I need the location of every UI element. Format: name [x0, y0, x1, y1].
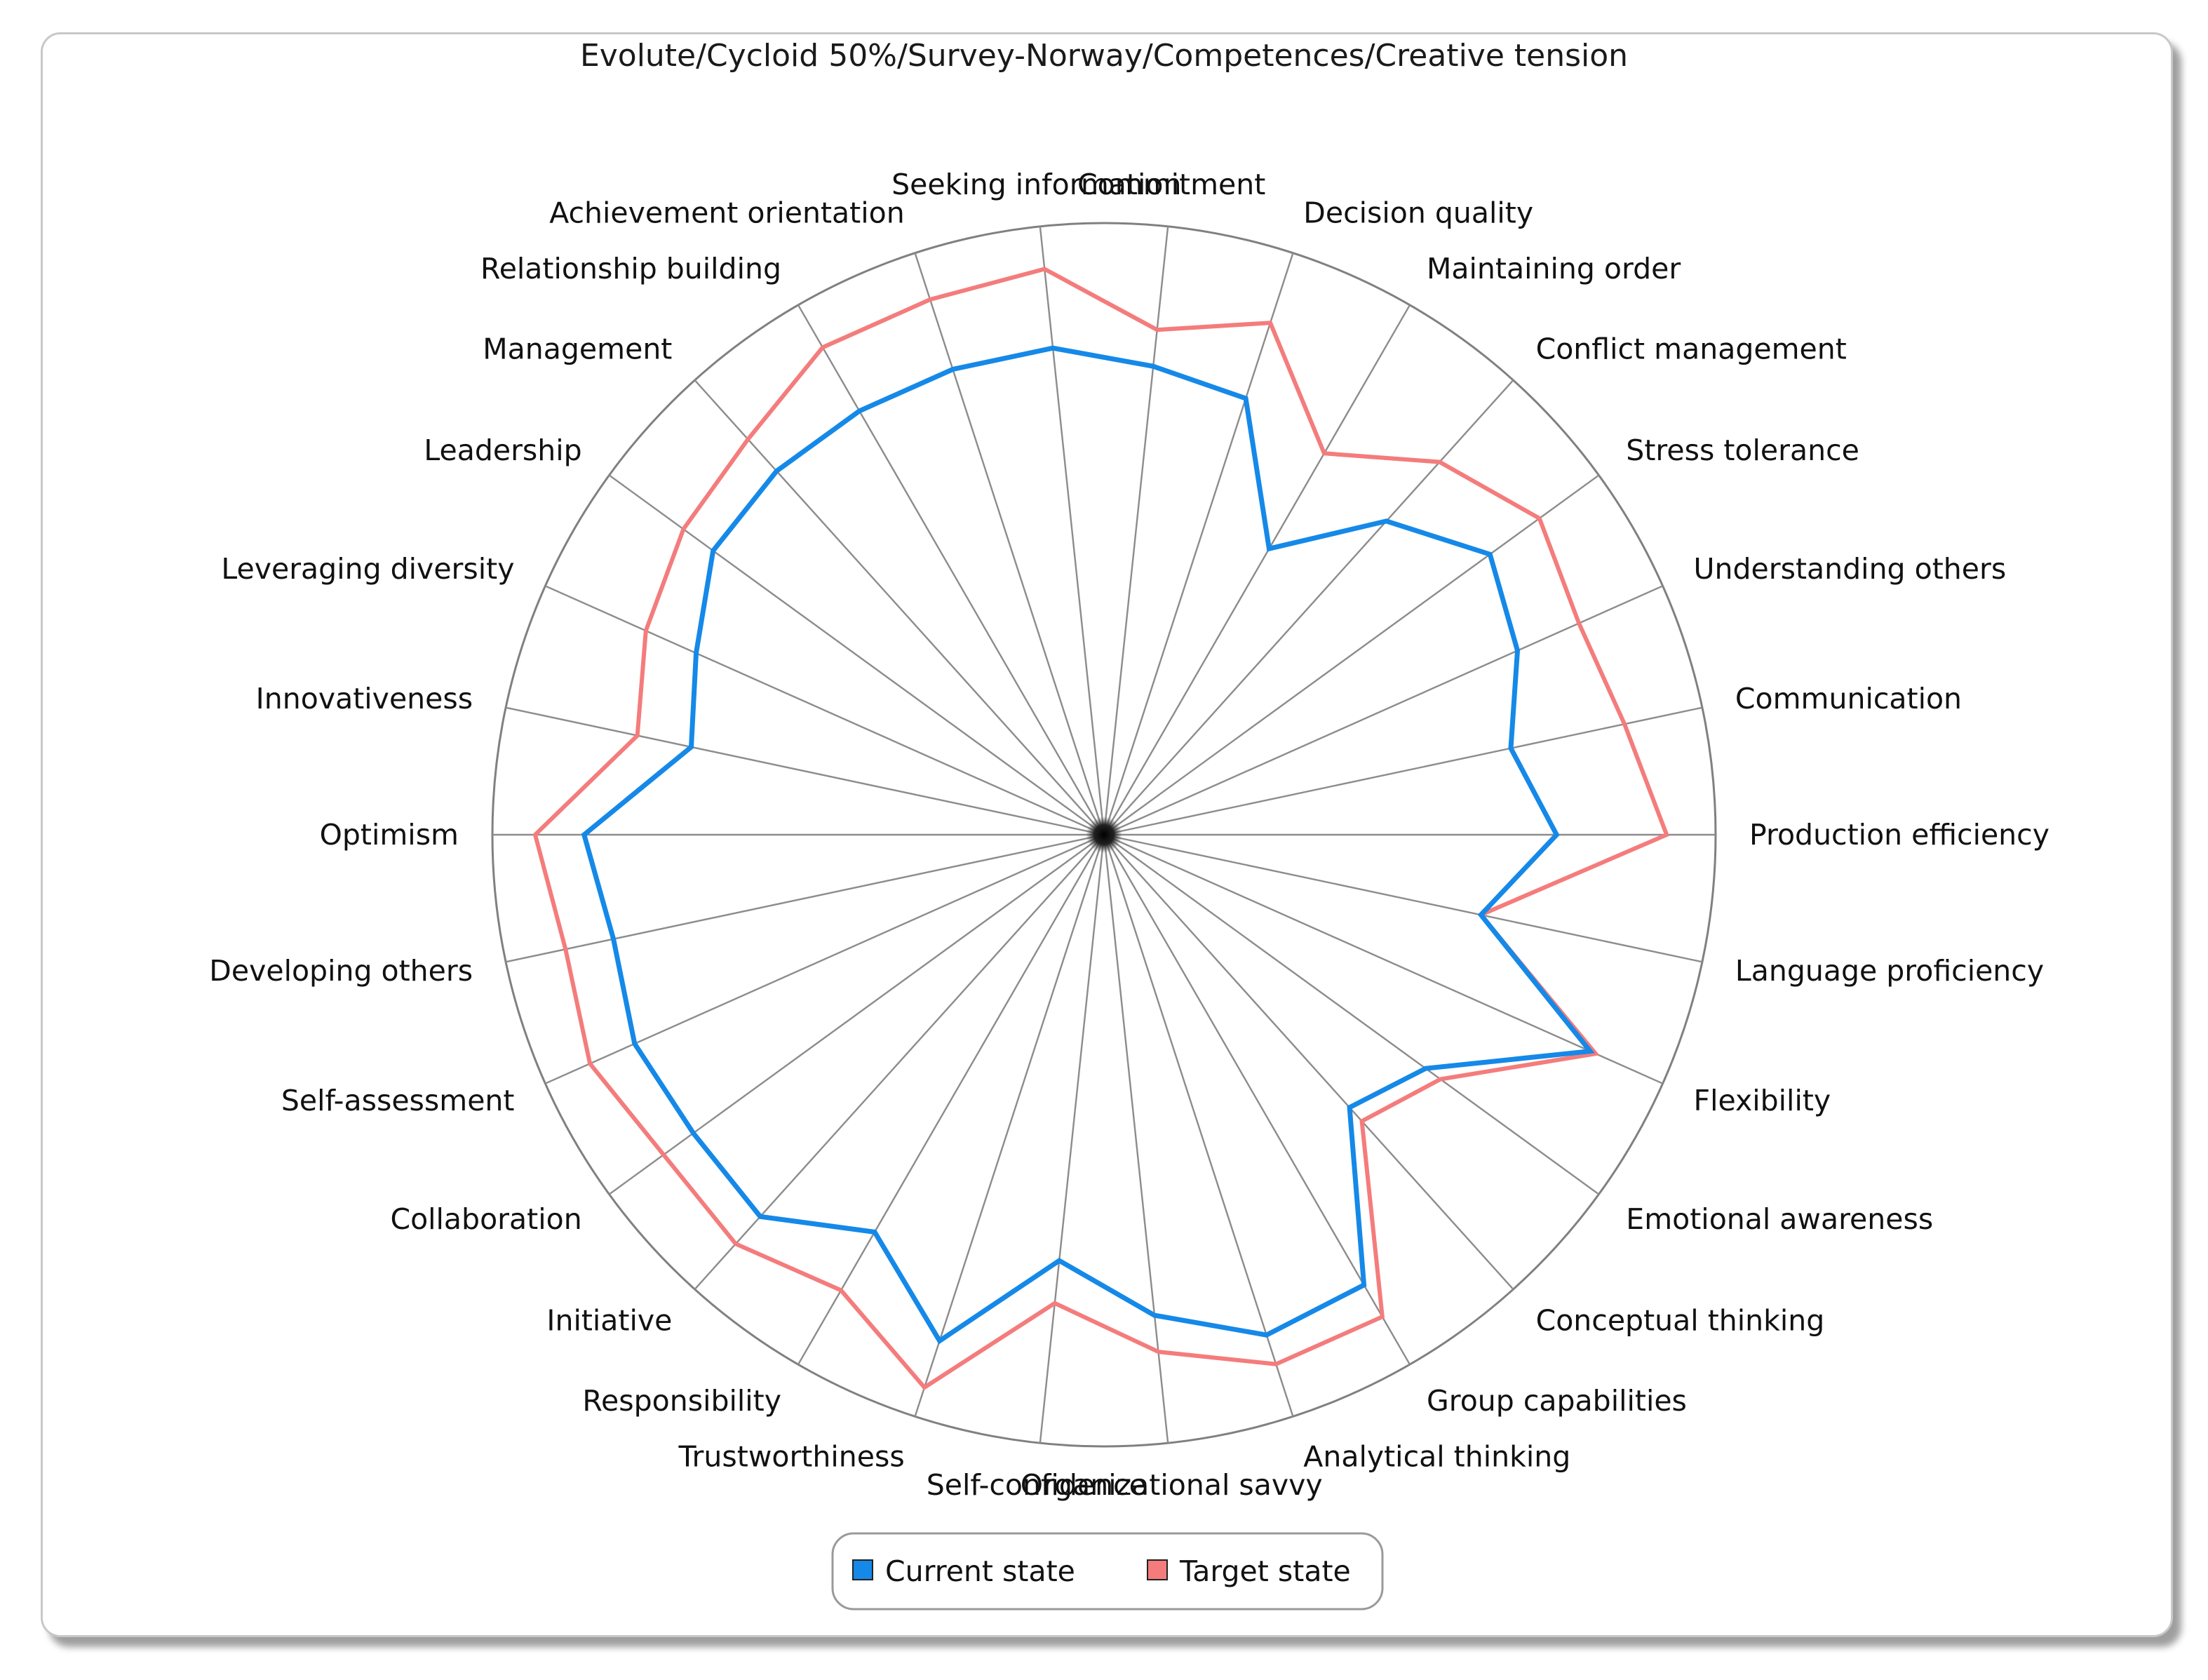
axis-label-relationship-building: Relationship building [480, 252, 781, 285]
radar-spoke [1103, 834, 1294, 1417]
legend-box [831, 1532, 1384, 1611]
axis-label-leveraging-diversity: Leveraging diversity [221, 552, 514, 586]
radar-spoke [1103, 253, 1294, 835]
radar-spoke [1103, 304, 1411, 835]
axis-label-developing-others: Developing others [209, 954, 473, 988]
radar-spoke [608, 474, 1105, 835]
radar-spoke [544, 833, 1105, 1084]
axis-label-initiative: Initiative [546, 1304, 672, 1338]
axis-label-maintaining-order: Maintaining order [1427, 252, 1681, 285]
axis-label-commitment: Commitment [1077, 168, 1265, 201]
axis-label-stress-tolerance: Stress tolerance [1626, 434, 1859, 467]
radar-spoke [694, 834, 1105, 1290]
radar-spoke [797, 834, 1105, 1365]
series-line-target-state [532, 267, 1670, 1390]
axis-label-leadership: Leadership [424, 434, 581, 467]
axis-label-responsibility: Responsibility [582, 1384, 781, 1418]
axis-label-conceptual-thinking: Conceptual thinking [1536, 1304, 1825, 1338]
axis-label-optimism: Optimism [320, 818, 459, 852]
radar-spoke [1039, 226, 1105, 835]
category-labels: Production efficiency Communication Unders… [209, 168, 2049, 1502]
radar-spoke [1103, 833, 1703, 963]
radar-spoke [1103, 834, 1600, 1195]
axis-label-decision-quality: Decision quality [1303, 196, 1533, 230]
radar-spoke [1103, 585, 1664, 836]
axis-label-management: Management [483, 332, 672, 365]
legend-label-current: Current state [885, 1554, 1075, 1588]
axis-label-language-proficiency: Language proficiency [1735, 954, 2044, 988]
radar-spoke [1103, 706, 1703, 836]
axis-label-communication: Communication [1735, 682, 1962, 715]
axis-label-self-assessment: Self-assessment [281, 1084, 515, 1117]
radar-grid [491, 222, 1717, 1448]
legend: Current state Target state [831, 1532, 1384, 1611]
radar-spoke [505, 833, 1105, 963]
radar-spoke [1103, 379, 1514, 835]
radar-series [532, 267, 1670, 1390]
series-line-current-state [581, 345, 1595, 1345]
axis-label-self-confidence: Self-confidence [927, 1468, 1147, 1502]
axis-label-emotional-awareness: Emotional awareness [1626, 1202, 1933, 1236]
radar-spoke [1103, 834, 1169, 1444]
axis-label-understanding-others: Understanding others [1694, 552, 2007, 586]
legend-label-target: Target state [1179, 1554, 1351, 1588]
radar-spoke [1103, 833, 1664, 1084]
chart-title: Evolute/Cycloid 50%/Survey-Norway/Compet… [580, 38, 1628, 74]
radar-center-hub [1086, 817, 1122, 853]
axis-label-flexibility: Flexibility [1694, 1084, 1831, 1117]
legend-swatch-target [1147, 1559, 1168, 1580]
radar-spoke [914, 253, 1105, 835]
radar-spoke [694, 379, 1105, 835]
radar-spoke [1103, 834, 1411, 1365]
axis-label-analytical-thinking: Analytical thinking [1303, 1439, 1570, 1473]
axis-label-achievement-orientation: Achievement orientation [549, 196, 905, 230]
radar-spoke [608, 834, 1105, 1195]
radar-spoke [1103, 834, 1514, 1290]
radar-spoke [797, 304, 1105, 835]
legend-swatch-current [852, 1559, 873, 1580]
axis-label-conflict-management: Conflict management [1536, 332, 1847, 365]
axis-label-innovativeness: Innovativeness [256, 682, 473, 715]
axis-label-collaboration: Collaboration [390, 1202, 581, 1236]
axis-label-trustworthiness: Trustworthiness [678, 1439, 905, 1473]
radar-spoke [544, 585, 1105, 836]
axis-label-group-capabilities: Group capabilities [1427, 1384, 1687, 1418]
axis-label-production-efficiency: Production efficiency [1749, 818, 2049, 852]
radar-spoke [1103, 474, 1600, 835]
radar-spoke [505, 706, 1105, 836]
axis-label-organizational-savvy: Organizational savvy [1021, 1468, 1323, 1502]
radar-spoke [914, 834, 1105, 1417]
radar-spoke [1039, 834, 1105, 1444]
axis-label-seeking-information: Seeking information [891, 168, 1181, 201]
